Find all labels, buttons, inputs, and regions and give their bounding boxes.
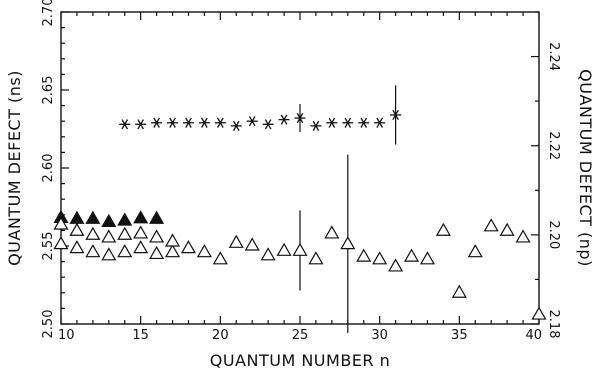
- asterisk-point: [119, 119, 131, 130]
- y-right-tick-label: 2.20: [546, 220, 561, 249]
- open-triangle-point: [515, 229, 531, 243]
- open-triangle-point: [85, 226, 101, 240]
- open-triangle-point: [149, 245, 165, 260]
- x-tick-label: 35: [451, 328, 468, 343]
- open-triangle-point: [308, 251, 324, 265]
- asterisk-point: [246, 116, 258, 127]
- filled-triangle-point: [69, 210, 85, 224]
- y-left-tick-label: 2.65: [41, 76, 56, 105]
- open-triangle-point: [483, 218, 499, 232]
- open-triangle-point: [403, 248, 420, 262]
- filled-triangle-point: [101, 213, 117, 227]
- asterisk-point: [326, 117, 338, 128]
- asterisk-point: [390, 109, 402, 121]
- open-triangle-point: [260, 247, 276, 261]
- open-triangle-point: [292, 242, 308, 256]
- open-triangle-point: [101, 229, 117, 243]
- x-tick-label: 10: [58, 328, 75, 343]
- x-tick-label: 20: [212, 328, 229, 343]
- open-triangle-point: [467, 244, 483, 258]
- open-triangle-point: [419, 251, 436, 265]
- open-triangle-point: [435, 222, 451, 236]
- asterisk-point: [135, 119, 147, 130]
- open-triangle-point: [69, 240, 85, 254]
- asterisk-point: [198, 117, 210, 128]
- open-triangle-point: [228, 234, 244, 248]
- x-tick-label: 25: [292, 328, 309, 343]
- open-triangle-point: [69, 222, 85, 236]
- filled-triangle-point: [85, 210, 101, 224]
- open-triangle-point: [324, 225, 340, 239]
- asterisk-point: [167, 117, 179, 128]
- asterisk-point: [262, 119, 274, 130]
- y-axis-label-left: QUANTUM DEFECT (ns): [5, 70, 24, 266]
- open-triangle-point: [149, 229, 165, 243]
- asterisk-point: [294, 112, 306, 124]
- open-triangle-point: [388, 258, 404, 272]
- open-triangle-point: [164, 233, 181, 247]
- open-triangle-point: [101, 247, 117, 261]
- open-triangle-point: [117, 226, 133, 240]
- x-axis-label: QUANTUM NUMBER n: [210, 351, 391, 370]
- y-right-tick-label: 2.22: [546, 131, 561, 160]
- filled-triangle-point: [133, 210, 149, 224]
- data-points: [53, 109, 547, 320]
- asterisk-point: [214, 117, 226, 128]
- open-triangle-point: [244, 237, 260, 251]
- tick-labels: 10 15 20 25 30 35 40 2.50 2.55 2.60 2.65 2.70 2.18 2.…: [41, 0, 561, 343]
- y-left-tick-label: 2.50: [41, 310, 56, 339]
- open-triangle-point: [180, 240, 197, 254]
- asterisk-point: [230, 120, 242, 131]
- open-triangle-point: [53, 236, 69, 250]
- x-tick-label: 40: [525, 328, 542, 343]
- asterisk-point: [310, 120, 322, 131]
- x-tick-label: 30: [371, 328, 388, 343]
- open-triangle-point: [53, 216, 69, 230]
- open-triangle-point: [196, 244, 212, 258]
- filled-triangle-point: [149, 210, 165, 224]
- asterisk-point: [278, 114, 290, 125]
- asterisk-point: [151, 117, 163, 128]
- open-triangle-point: [212, 251, 228, 265]
- asterisk-point: [342, 117, 354, 128]
- open-triangle-point: [133, 240, 149, 254]
- open-triangle-point: [133, 225, 149, 239]
- open-triangle-point: [356, 248, 372, 262]
- open-triangle-point: [117, 244, 133, 258]
- y-right-tick-label: 2.24: [546, 42, 561, 71]
- asterisk-point: [358, 117, 370, 128]
- asterisk-point: [182, 117, 194, 128]
- y-left-tick-label: 2.70: [41, 0, 56, 26]
- y-right-tick-label: 2.18: [546, 310, 561, 339]
- open-triangle-point: [451, 284, 467, 298]
- y-left-tick-label: 2.60: [41, 154, 56, 183]
- y-left-tick-label: 2.55: [41, 232, 56, 261]
- asterisk-point: [374, 117, 386, 128]
- open-triangle-point: [372, 251, 388, 265]
- open-triangle-point: [499, 222, 515, 236]
- filled-triangle-point: [117, 212, 133, 226]
- open-triangle-point: [276, 242, 292, 256]
- open-triangle-point: [340, 236, 356, 250]
- y-axis-label-right: QUANTUM DEFECT (np): [576, 69, 595, 267]
- open-triangle-point: [164, 244, 181, 258]
- open-triangle-point: [531, 306, 547, 320]
- x-tick-label: 15: [132, 328, 149, 343]
- open-triangle-point: [85, 244, 101, 258]
